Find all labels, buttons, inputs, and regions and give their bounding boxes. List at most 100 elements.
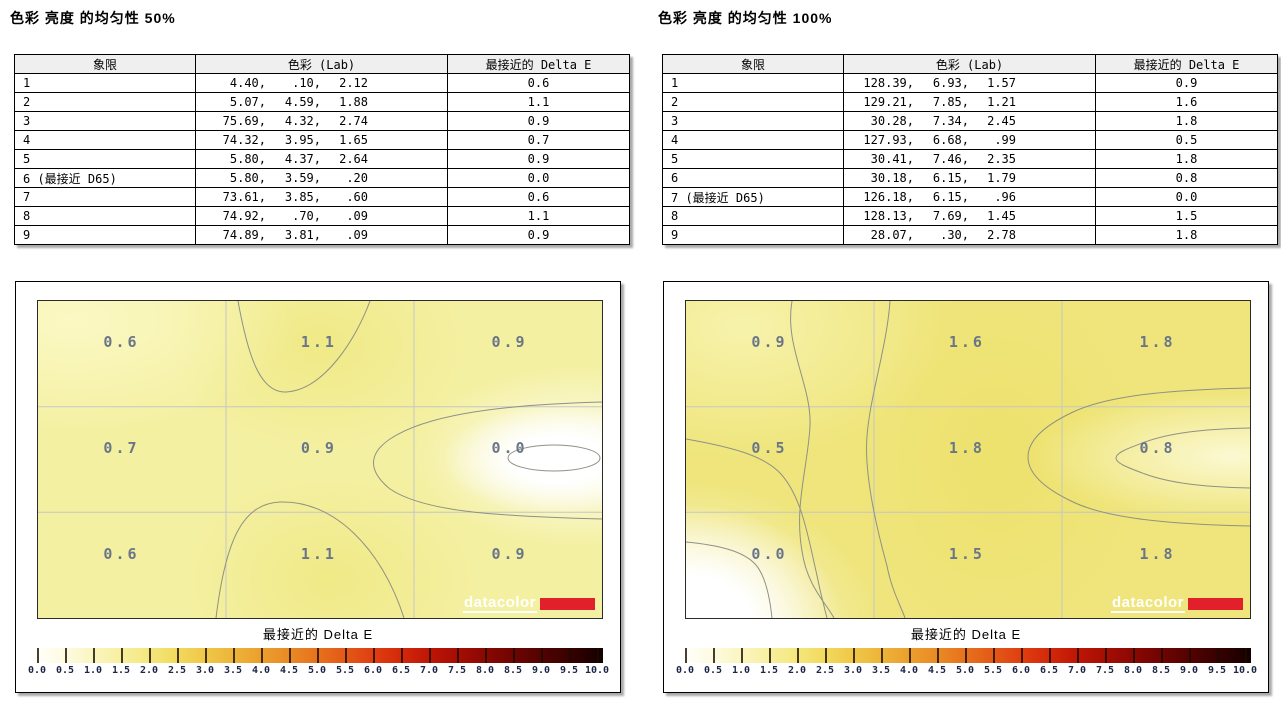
colorbar-tick [177,648,179,663]
datacolor-logo-text: datacolor [462,594,537,613]
lab-cell: 5.07, 4.59, 1.88 [195,92,448,112]
colorbar-tick [372,648,375,663]
lab-l-value: 30.28, [870,114,914,128]
lab-a-value: 6.15, [932,190,969,204]
colorbar-tick-label: 9.0 [1179,665,1199,676]
quadrant-cell: 9 [662,225,844,245]
colorbar-tick [568,648,571,663]
colorbar-tick-label: 9.5 [559,665,579,676]
heatmap-cell-value: 1.6 [948,333,985,352]
col-header-delta-e: 最接近的 Delta E [447,54,630,74]
lab-b-value: 1.65 [339,133,368,147]
lab-l-value: 30.41, [870,152,914,166]
lab-l-value: 5.07, [229,95,266,109]
lab-a-value: 4.59, [284,95,321,109]
colorbar-tick [1020,648,1023,663]
colorbar-tick-label: 5.5 [335,665,355,676]
heatmap-cell-values: 0.6 1.1 0.9 0.7 0.9 0.0 0.6 1.1 0.9 [38,301,602,618]
lab-b-value: 1.57 [987,76,1016,90]
table-header: 象限 色彩 (Lab) 最接近的 Delta E [14,54,630,74]
lab-a-value: 3.81, [284,228,321,242]
colorbar-tick [540,648,543,663]
colorbar-tick [937,648,939,663]
heatmap-plot: 0.9 1.6 1.8 0.5 1.8 0.8 0.0 1.5 1.8 datacolor [685,300,1251,619]
quadrant-cell: 5 [14,149,196,169]
table-row: 9 74.89, 3.81, .09 0.9 [14,225,630,245]
panel-uniformity-100: 色彩 亮度 的均匀性 100% 象限 色彩 (Lab) 最接近的 Delta E… [648,0,1281,720]
lab-a-value: 6.68, [932,133,969,147]
colorbar-title: 最接近的 Delta E [910,627,1022,642]
lab-cell: 5.80, 3.59, .20 [195,168,448,188]
lab-a-value: 6.15, [932,171,969,185]
colorbar-tick-label: 6.0 [363,665,383,676]
colorbar-tick-label: 8.5 [1151,665,1171,676]
lab-cell: 28.07, .30, 2.78 [843,225,1096,245]
colorbar-tick-label: 1.0 [731,665,751,676]
colorbar-tick [965,648,967,663]
colorbar-tick [992,648,995,663]
colorbar-tick-label: 7.0 [419,665,439,676]
colorbar-tick [853,648,855,663]
col-header-lab: 色彩 (Lab) [843,54,1096,74]
colorbar-tick-labels: 0.0 0.5 1.0 1.5 2.0 2.5 3.0 3.5 4.0 4.5 5.0 5.5 6.0 6… [28,665,609,677]
table-row: 8 128.13, 7.69, 1.45 1.5 [662,206,1278,226]
table-row: 2 129.21, 7.85, 1.21 1.6 [662,92,1278,112]
colorbar-tick-label: 3.5 [223,665,243,676]
colorbar-tick [317,648,319,663]
colorbar-tick [37,648,39,663]
lab-b-value: 2.64 [339,152,368,166]
lab-b-value: .09 [346,209,368,223]
delta-e-cell: 1.8 [1095,225,1278,245]
colorbar-tick [713,648,715,663]
delta-e-cell: 0.7 [447,130,630,150]
lab-cell: 127.93, 6.68, .99 [843,130,1096,150]
lab-b-value: 1.45 [987,209,1016,223]
colorbar-tick-label: 0.5 [55,665,75,676]
colorbar-tick-label: 1.5 [111,665,131,676]
colorbar-tick [1076,648,1079,663]
heatmap-cell-values: 0.9 1.6 1.8 0.5 1.8 0.8 0.0 1.5 1.8 [686,301,1250,618]
lab-cell: 30.28, 7.34, 2.45 [843,111,1096,131]
lab-b-value: 2.74 [339,114,368,128]
lab-l-value: 5.80, [229,152,266,166]
delta-e-cell: 0.9 [447,149,630,169]
quadrant-cell: 2 [662,92,844,112]
lab-l-value: 129.21, [863,95,914,109]
colorbar-tick [741,648,743,663]
uniformity-table: 象限 色彩 (Lab) 最接近的 Delta E 1 128.39, 6.93, 1.… [662,54,1278,245]
lab-l-value: 5.80, [229,171,266,185]
colorbar-tick-label: 0.5 [703,665,723,676]
table-row: 5 30.41, 7.46, 2.35 1.8 [662,149,1278,169]
lab-b-value: 1.21 [987,95,1016,109]
quadrant-cell: 7 [14,187,196,207]
lab-cell: 74.92, .70, .09 [195,206,448,226]
lab-l-value: 28.07, [870,228,914,242]
delta-e-colorbar [31,648,603,663]
quadrant-grid-lines [38,301,602,618]
colorbar-tick-label: 10.0 [1232,665,1258,676]
colorbar-tick-label: 3.5 [871,665,891,676]
colorbar-tick [881,648,883,663]
col-header-quadrant: 象限 [662,54,844,74]
lab-a-value: .30, [940,228,969,242]
panel-uniformity-50: 色彩 亮度 的均匀性 50% 象限 色彩 (Lab) 最接近的 Delta E … [0,0,633,720]
lab-a-value: 4.32, [284,114,321,128]
lab-a-value: 7.34, [932,114,969,128]
delta-e-cell: 0.6 [447,187,630,207]
lab-cell: 75.69, 4.32, 2.74 [195,111,448,131]
table-body: 1 128.39, 6.93, 1.57 0.9 2 129.21, 7.85, 1.21 1.6… [662,73,1278,245]
colorbar-tick [456,648,459,663]
colorbar-tick [428,648,431,663]
colorbar-tick [1048,648,1051,663]
quadrant-cell: 6 (最接近 D65) [14,168,196,188]
lab-a-value: 7.46, [932,152,969,166]
heatmap-cell-value: 0.6 [103,545,140,564]
quadrant-cell: 7 (最接近 D65) [662,187,844,207]
lab-cell: 4.40, .10, 2.12 [195,73,448,93]
colorbar-tick-label: 7.5 [1095,665,1115,676]
colorbar-tick-label: 0.0 [675,665,695,676]
table-row: 3 75.69, 4.32, 2.74 0.9 [14,111,630,131]
lab-b-value: 2.45 [987,114,1016,128]
table-row: 2 5.07, 4.59, 1.88 1.1 [14,92,630,112]
delta-e-cell: 1.8 [1095,149,1278,169]
